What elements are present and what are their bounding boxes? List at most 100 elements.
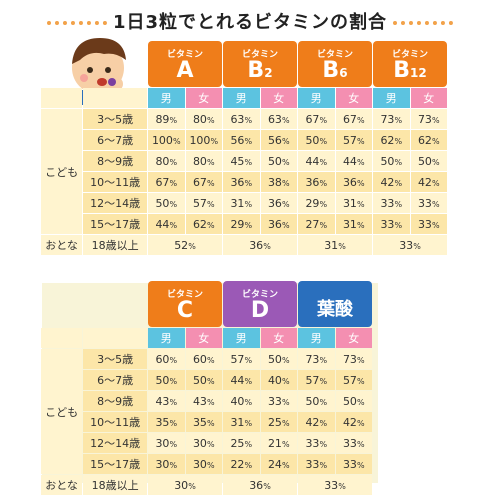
percent-cell: 42% — [373, 172, 410, 192]
percent-cell: 33% — [373, 193, 410, 213]
percent-cell: 100% — [148, 130, 185, 150]
folic-acid-header: 葉酸 — [298, 281, 372, 327]
percent-cell: 80% — [185, 151, 222, 171]
table-row: 12〜14歳 30% 30% 25% 21% 33% 33% — [41, 433, 372, 453]
percent-cell: 50% — [260, 151, 297, 171]
percent-cell: 57% — [185, 193, 222, 213]
percent-cell: 31% — [223, 412, 260, 432]
percent-cell: 50% — [410, 151, 447, 171]
percent-cell: 33% — [410, 193, 447, 213]
top-sex-row: 男女 男女 男女 男女 — [41, 88, 447, 108]
percent-cell: 63% — [260, 109, 297, 129]
title-left-dots — [46, 21, 107, 25]
percent-cell: 33% — [260, 391, 297, 411]
age-label: 18歳以上 — [83, 475, 147, 495]
percent-cell: 60% — [148, 349, 185, 369]
percent-cell: 50% — [335, 391, 372, 411]
percent-cell: 57% — [335, 370, 372, 390]
percent-cell: 50% — [298, 130, 335, 150]
vitamin-b2-header: ビタミン B2 — [223, 41, 297, 87]
table-row: 12〜14歳 50% 57% 31% 36% 29% 31% 33% 33% — [41, 193, 447, 213]
percent-cell: 40% — [260, 370, 297, 390]
category-child: こども — [41, 349, 83, 474]
percent-cell: 36% — [298, 172, 335, 192]
table-row: こども 3〜5歳 89% 80% 63% 63% 67% 67% 73% 73% — [41, 109, 447, 234]
table-row: 8〜9歳 43% 43% 40% 33% 50% 50% — [41, 391, 372, 411]
title-text: 1日3粒でとれるビタミンの割合 — [112, 12, 388, 33]
category-adult: おとな — [41, 475, 83, 495]
percent-cell: 35% — [185, 412, 222, 432]
percent-cell: 50% — [260, 349, 297, 369]
age-label: 10〜11歳 — [83, 172, 147, 192]
category-adult: おとな — [41, 235, 83, 255]
adult-value: 36% — [223, 475, 297, 495]
female-label: 女 — [410, 88, 447, 108]
age-label: 3〜5歳 — [83, 349, 147, 369]
percent-cell: 57% — [223, 349, 260, 369]
title-right-dots — [393, 21, 454, 25]
percent-cell: 31% — [335, 214, 372, 234]
percent-cell: 67% — [185, 172, 222, 192]
percent-cell: 33% — [410, 214, 447, 234]
percent-cell: 63% — [223, 109, 260, 129]
percent-cell: 30% — [148, 454, 185, 474]
age-label: 10〜11歳 — [83, 412, 147, 432]
top-header-row: ビタミン A ビタミン B2 ビタミン B6 ビタミン B12 — [41, 41, 447, 87]
female-label: 女 — [260, 328, 297, 348]
table-row: 15〜17歳 44% 62% 29% 36% 27% 31% 33% 33% — [41, 214, 447, 234]
top-vitamin-table: ビタミン A ビタミン B2 ビタミン B6 ビタミン B12 男女 男女 男女 男女 … — [40, 40, 448, 256]
percent-cell: 36% — [223, 172, 260, 192]
percent-cell: 33% — [335, 454, 372, 474]
percent-cell: 45% — [223, 151, 260, 171]
percent-cell: 73% — [335, 349, 372, 369]
table-row: 6〜7歳 50% 50% 44% 40% 57% 57% — [41, 370, 372, 390]
adult-value: 36% — [223, 235, 297, 255]
bottom-header-row: ビタミン C ビタミン D 葉酸 — [41, 281, 372, 327]
female-label: 女 — [185, 328, 222, 348]
male-label: 男 — [373, 88, 410, 108]
percent-cell: 62% — [185, 214, 222, 234]
bottom-vitamin-table: ビタミン C ビタミン D 葉酸 男女 男女 男女 こども 3〜5歳 60% 60% 57%… — [40, 280, 373, 496]
table-row: こども 3〜5歳 60% 60% 57% 50% 73% 73% — [41, 349, 372, 474]
age-label: 8〜9歳 — [83, 151, 147, 171]
percent-cell: 42% — [410, 172, 447, 192]
percent-cell: 36% — [260, 214, 297, 234]
percent-cell: 33% — [335, 433, 372, 453]
percent-cell: 57% — [298, 370, 335, 390]
age-label: 12〜14歳 — [83, 433, 147, 453]
age-label: 15〜17歳 — [83, 454, 147, 474]
percent-cell: 73% — [373, 109, 410, 129]
vitamin-d-header: ビタミン D — [223, 281, 297, 327]
percent-cell: 25% — [223, 433, 260, 453]
adult-value: 30% — [148, 475, 222, 495]
percent-cell: 60% — [185, 349, 222, 369]
age-label: 18歳以上 — [83, 235, 147, 255]
male-label: 男 — [223, 328, 260, 348]
percent-cell: 62% — [373, 130, 410, 150]
age-label: 6〜7歳 — [83, 370, 147, 390]
table-row: 8〜9歳 80% 80% 45% 50% 44% 44% 50% 50% — [41, 151, 447, 171]
table-row: 6〜7歳 100% 100% 56% 56% 50% 57% 62% 62% — [41, 130, 447, 150]
percent-cell: 36% — [335, 172, 372, 192]
page-title: 1日3粒でとれるビタミンの割合 — [0, 8, 500, 34]
age-label: 12〜14歳 — [83, 193, 147, 213]
vitamin-c-header: ビタミン C — [148, 281, 222, 327]
vitamin-b6-header: ビタミン B6 — [298, 41, 372, 87]
percent-cell: 30% — [185, 433, 222, 453]
male-label: 男 — [223, 88, 260, 108]
percent-cell: 22% — [223, 454, 260, 474]
percent-cell: 31% — [223, 193, 260, 213]
percent-cell: 44% — [223, 370, 260, 390]
male-label: 男 — [148, 88, 185, 108]
category-child: こども — [41, 109, 83, 234]
percent-cell: 27% — [298, 214, 335, 234]
percent-cell: 33% — [373, 214, 410, 234]
percent-cell: 44% — [298, 151, 335, 171]
percent-cell: 50% — [298, 391, 335, 411]
percent-cell: 67% — [335, 109, 372, 129]
age-label: 3〜5歳 — [83, 109, 147, 129]
percent-cell: 29% — [223, 214, 260, 234]
percent-cell: 44% — [335, 151, 372, 171]
percent-cell: 31% — [335, 193, 372, 213]
female-label: 女 — [335, 328, 372, 348]
